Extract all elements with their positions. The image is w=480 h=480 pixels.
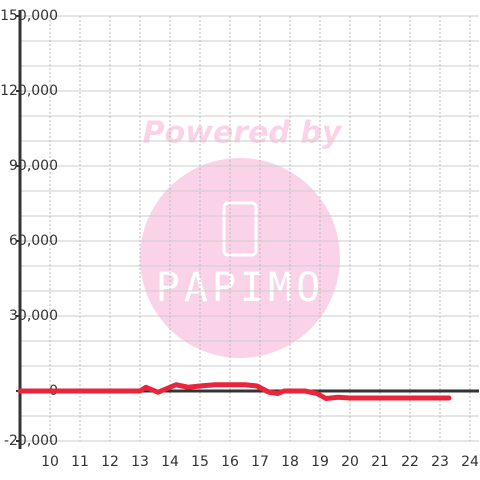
x-tick-label: 23 bbox=[431, 454, 449, 470]
y-tick-label: 90,000 bbox=[9, 158, 58, 174]
y-tick-label: -20,000 bbox=[4, 433, 58, 449]
y-tick-label: 150,000 bbox=[0, 8, 58, 24]
x-tick-label: 18 bbox=[281, 454, 299, 470]
watermark-logo: PAPIMO bbox=[156, 265, 325, 311]
y-tick-label: 60,000 bbox=[9, 233, 58, 249]
x-tick-label: 16 bbox=[221, 454, 239, 470]
x-tick-label: 20 bbox=[341, 454, 359, 470]
y-tick-label: 120,000 bbox=[0, 83, 58, 99]
watermark-icon bbox=[222, 201, 258, 257]
x-tick-label: 11 bbox=[71, 454, 89, 470]
line bbox=[17, 382, 452, 401]
x-tick-label: 13 bbox=[131, 454, 149, 470]
x-tick-label: 14 bbox=[161, 454, 179, 470]
x-tick-label: 15 bbox=[191, 454, 209, 470]
x-tick-label: 19 bbox=[311, 454, 329, 470]
y-tick-label: 30,000 bbox=[9, 308, 58, 324]
x-tick-label: 12 bbox=[101, 454, 119, 470]
x-tick-label: 17 bbox=[251, 454, 269, 470]
x-tick-label: 10 bbox=[41, 454, 59, 470]
x-tick-label: 24 bbox=[461, 454, 479, 470]
x-tick-label: 22 bbox=[401, 454, 419, 470]
x-tick-label: 21 bbox=[371, 454, 389, 470]
watermark-text: Powered by bbox=[143, 116, 343, 151]
